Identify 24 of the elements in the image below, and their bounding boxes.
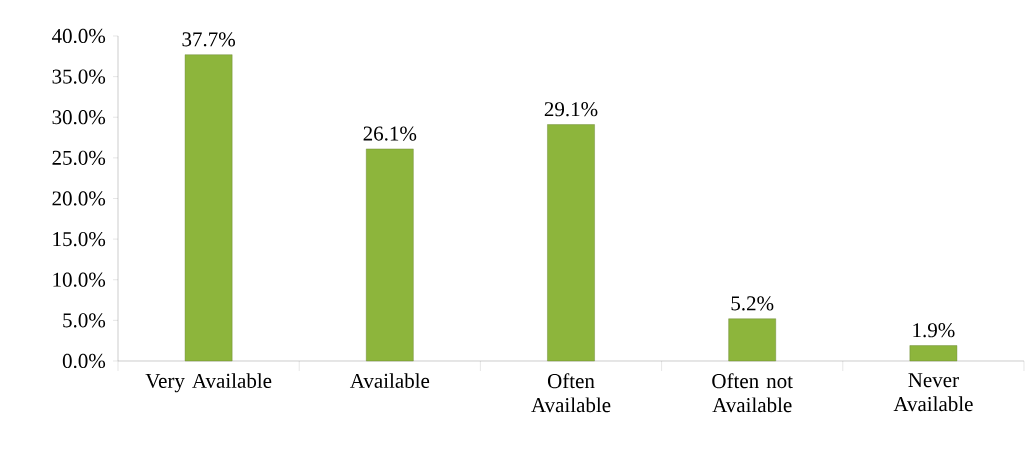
x-tick-label: Available xyxy=(349,373,430,388)
bar xyxy=(728,318,776,362)
data-label: 26.1% xyxy=(363,126,417,141)
x-tick-label: Often not Available xyxy=(712,373,793,413)
bar xyxy=(366,148,414,362)
y-tick-label: 5.0% xyxy=(63,313,106,328)
x-tick-label: Never Available xyxy=(893,373,973,412)
x-tick-label: Often Available xyxy=(531,373,611,413)
y-tick-label: 10.0% xyxy=(53,272,106,287)
y-tick-label: 25.0% xyxy=(52,150,106,165)
data-label: 37.7% xyxy=(182,32,236,47)
bar xyxy=(909,345,958,362)
y-tick-label: 0.0% xyxy=(62,353,106,369)
y-tick-label: 35.0% xyxy=(52,69,106,84)
bar xyxy=(184,54,233,362)
y-tick-label: 40.0% xyxy=(51,28,106,44)
data-label: 5.2% xyxy=(731,296,774,311)
x-tick-label: Very Available xyxy=(145,373,272,393)
y-tick-label: 15.0% xyxy=(53,231,106,247)
data-label: 1.9% xyxy=(913,323,955,338)
y-tick-label: 20.0% xyxy=(52,191,106,206)
data-label: 29.1% xyxy=(544,102,598,117)
bar xyxy=(547,124,595,362)
y-tick-label: 30.0% xyxy=(52,110,106,125)
